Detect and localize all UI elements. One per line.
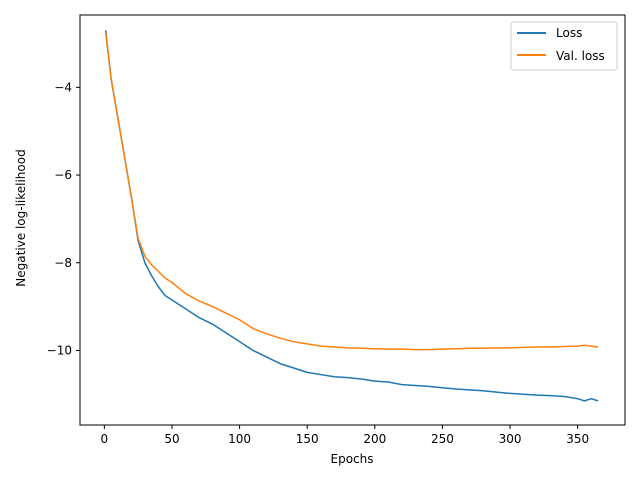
x-tick-label: 350 — [566, 432, 589, 446]
plot-frame — [79, 14, 626, 426]
x-tick-label: 150 — [296, 432, 319, 446]
x-tick-label: 0 — [101, 432, 109, 446]
legend-label-loss: Loss — [556, 26, 582, 40]
y-tick-label: −8 — [54, 256, 72, 270]
x-axis-ticks: 0 50 100 150 200 250 300 350 — [101, 425, 589, 446]
x-axis-label: Epochs — [331, 452, 374, 466]
y-tick-label: −6 — [54, 168, 72, 182]
legend: Loss Val. loss — [510, 21, 618, 71]
x-tick-label: 300 — [499, 432, 522, 446]
series-layer — [104, 30, 599, 402]
series-line-val-loss — [104, 32, 599, 351]
x-tick-label: 100 — [228, 432, 251, 446]
x-tick-label: 50 — [164, 432, 179, 446]
y-axis-ticks: −10 −8 −6 −4 — [47, 80, 80, 357]
axes-layer — [79, 14, 626, 426]
y-tick-label: −10 — [47, 343, 72, 357]
y-tick-label: −4 — [54, 80, 72, 94]
series-line-loss — [104, 30, 599, 402]
y-axis-label: Negative log-likelihood — [14, 149, 28, 286]
x-tick-label: 250 — [431, 432, 454, 446]
legend-label-val-loss: Val. loss — [556, 49, 605, 63]
x-tick-label: 200 — [363, 432, 386, 446]
